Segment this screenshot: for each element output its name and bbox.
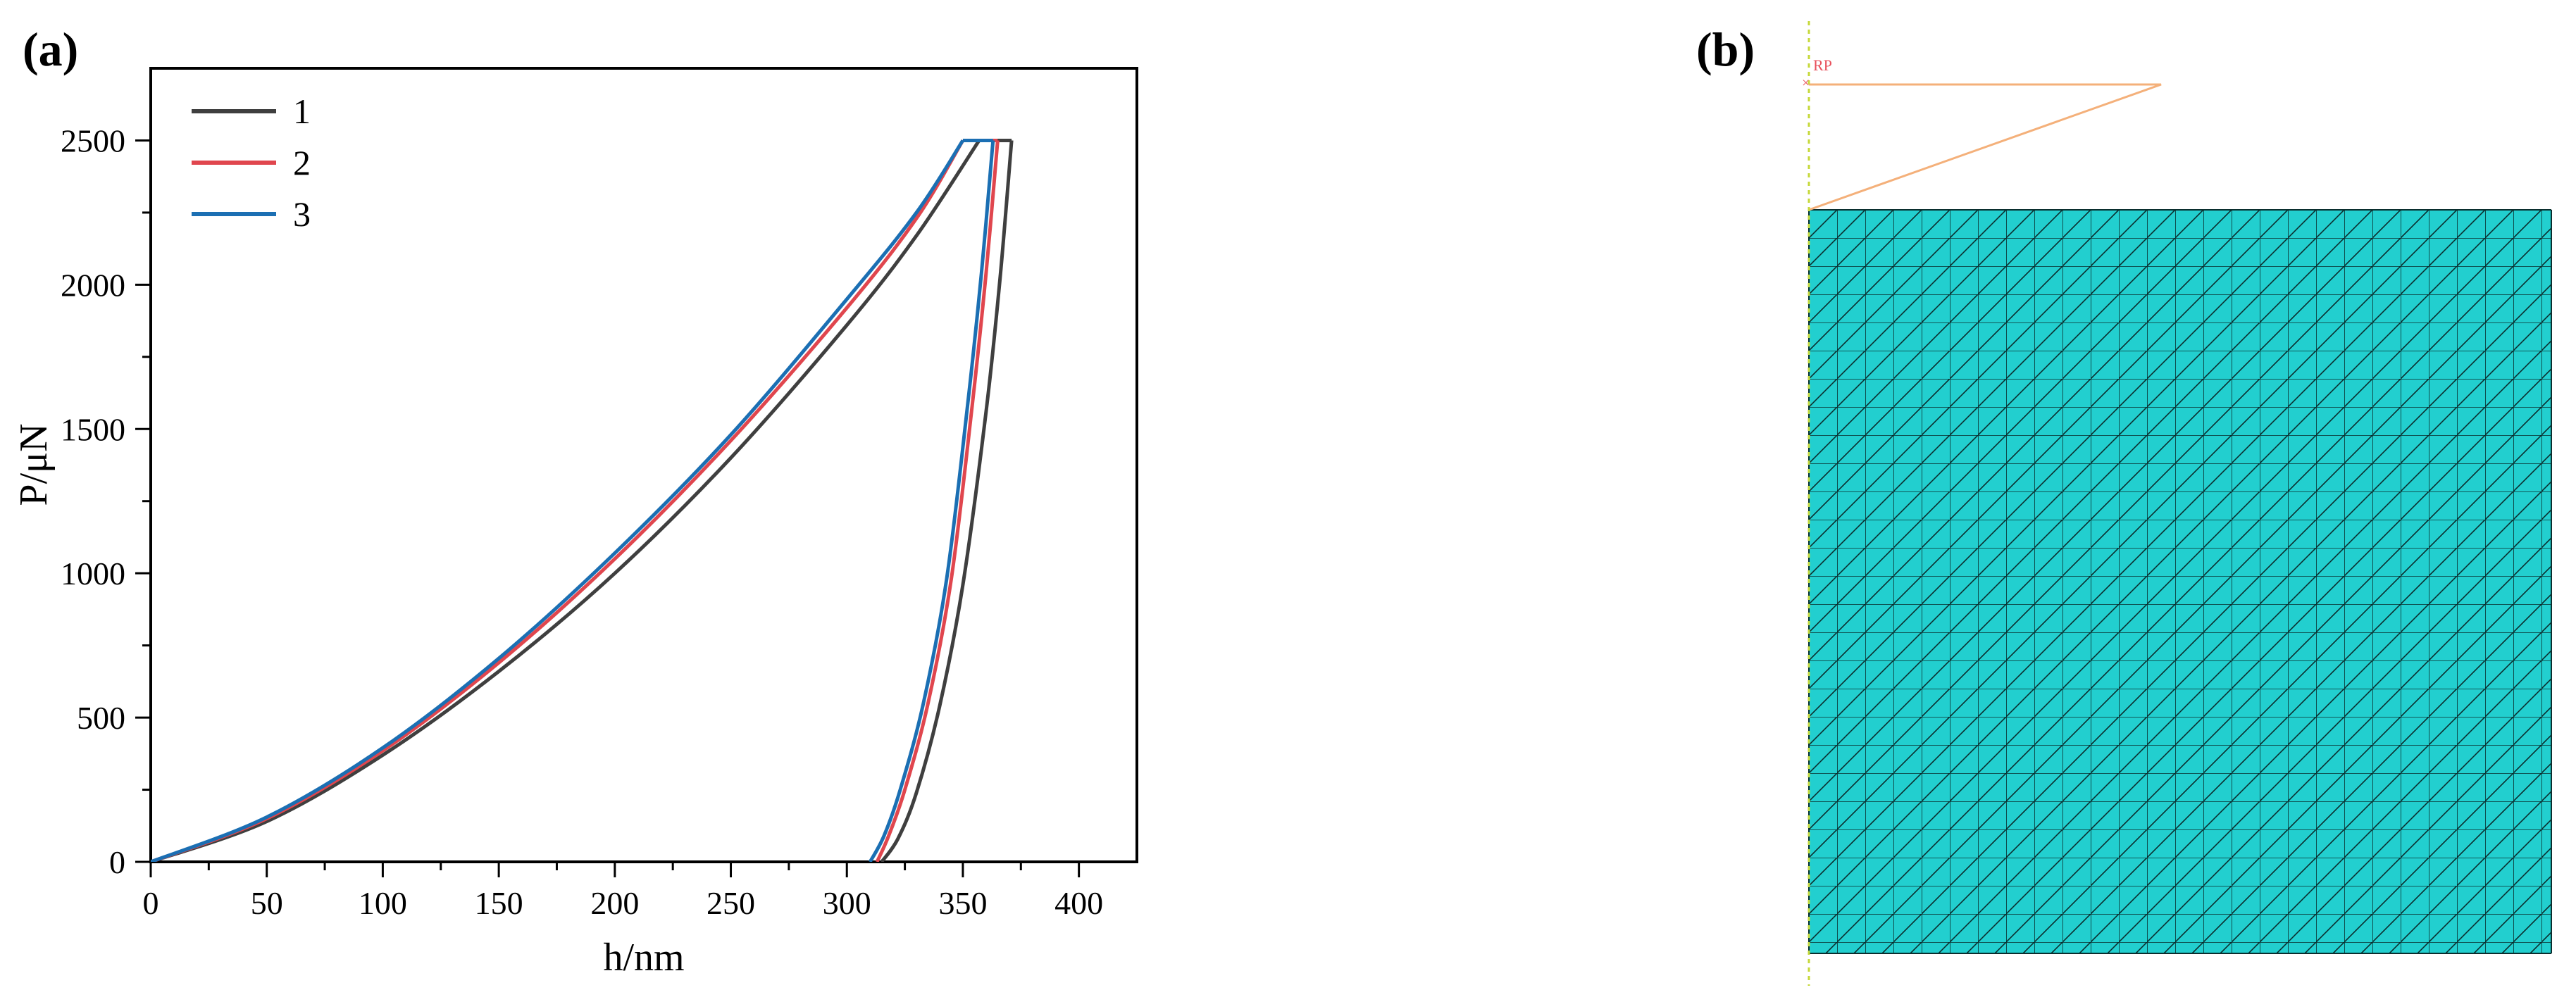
y-tick-label: 0 (109, 844, 125, 880)
x-tick-label: 250 (707, 885, 755, 921)
panel-b-label: (b) (1696, 23, 1755, 76)
mesh-panel-b: RP × (1802, 21, 2552, 986)
series-2-unloading-line (875, 140, 1000, 862)
y-tick-label: 1000 (61, 556, 125, 591)
x-tick-label: 50 (251, 885, 283, 921)
series-2-loading-line (151, 139, 965, 862)
legend-label-3: 3 (293, 194, 311, 234)
reference-point-label: RP (1813, 56, 1832, 74)
legend-label-1: 1 (293, 92, 311, 131)
panel-a-label: (a) (23, 23, 78, 76)
y-tick-label: 2500 (61, 123, 125, 158)
y-tick-label: 500 (77, 700, 125, 736)
x-tick-label: 0 (143, 885, 159, 921)
legend: 1 2 3 (192, 92, 311, 234)
x-axis: 0 50 100 150 200 250 300 350 400 (143, 862, 1103, 921)
x-tick-label: 400 (1054, 885, 1103, 921)
series-1 (151, 138, 1014, 862)
series-3-unloading-line (868, 140, 995, 862)
y-tick-label: 1500 (61, 411, 125, 447)
x-tick-label: 200 (590, 885, 639, 921)
reference-point-marker: × (1802, 75, 1810, 91)
series-3 (151, 138, 995, 862)
y-tick-label: 2000 (61, 267, 125, 303)
x-tick-label: 350 (938, 885, 987, 921)
series-layer (151, 138, 1014, 862)
plot-frame (149, 67, 1138, 863)
series-2 (151, 138, 1000, 862)
x-tick-label: 150 (475, 885, 523, 921)
series-1-unloading-line (880, 140, 1014, 862)
x-axis-label: h/nm (603, 936, 684, 979)
legend-label-2: 2 (293, 143, 311, 182)
mesh-region (1809, 210, 2551, 953)
x-tick-label: 100 (359, 885, 407, 921)
y-axis-label: P/μN (12, 423, 56, 506)
series-1-loading-line (151, 139, 981, 862)
indenter-outline (1808, 83, 2162, 211)
series-3-loading-line (151, 139, 965, 862)
y-axis: 0 500 1000 1500 2000 2500 (61, 123, 151, 880)
x-tick-label: 300 (823, 885, 871, 921)
chart-panel-a: 0 50 100 150 200 250 300 350 400 0 500 1000 1500 200… (12, 67, 1138, 979)
